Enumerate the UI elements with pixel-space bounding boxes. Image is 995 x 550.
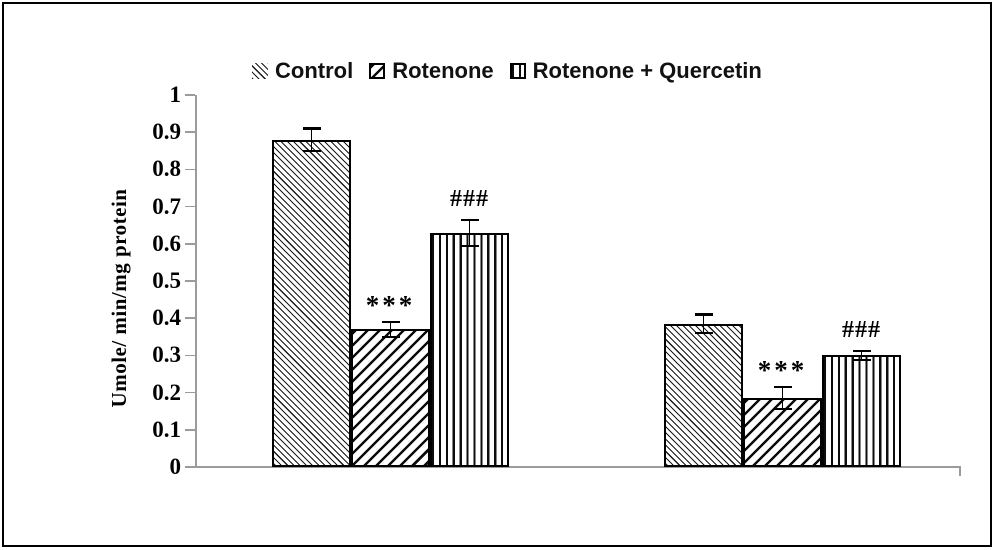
error-bar-line (860, 350, 863, 360)
bar-rotenone-quercetin-group-1 (430, 232, 509, 467)
bar-rotenone-quercetin-group-2 (822, 355, 901, 467)
error-bar-line (389, 321, 392, 337)
significance-star-annotation: *** (757, 355, 808, 386)
significance-hash-annotation: ### (450, 185, 489, 212)
legend-item-control: Control (252, 58, 353, 84)
y-axis-tick (185, 317, 195, 319)
legend: Control Rotenone Rotenone + Quercetin (252, 56, 762, 86)
y-axis-tick-label: 0.4 (152, 305, 181, 331)
error-bar-cap-bottom (694, 331, 713, 335)
y-axis-tick (185, 205, 195, 208)
error-bar-cap-bottom (460, 244, 479, 247)
significance-hash-annotation: ### (842, 316, 881, 343)
legend-item-rotenone: Rotenone (369, 58, 494, 84)
error-bar-line (781, 387, 784, 410)
bar-control-group-2 (664, 323, 743, 467)
rotenone-quercetin-hatch-swatch-icon (509, 63, 526, 79)
y-axis-tick-label: 0.7 (152, 193, 181, 219)
y-axis-tick (185, 429, 195, 431)
y-axis-tick (185, 243, 195, 245)
y-axis-tick (185, 168, 195, 171)
y-axis-line (195, 95, 197, 467)
rotenone-hatch-swatch-icon (369, 63, 386, 79)
y-axis-tick (185, 391, 195, 394)
y-axis-tick (185, 280, 195, 282)
y-axis-tick (185, 131, 195, 133)
bar-control-group-1 (272, 139, 351, 467)
legend-label-control: Control (275, 58, 354, 83)
error-bar-cap-bottom (852, 358, 871, 361)
error-bar-cap-bottom (381, 335, 400, 338)
error-bar-line (310, 128, 313, 151)
error-bar-cap-top (302, 127, 321, 130)
y-axis-tick-label: 0.5 (152, 268, 181, 293)
error-bar-cap-bottom (773, 408, 792, 411)
error-bar-cap-top (460, 218, 479, 221)
y-axis-tick-label: 1 (169, 82, 182, 107)
y-axis-tick (185, 466, 195, 468)
y-axis-tick-label: 0.8 (152, 156, 181, 182)
error-bar-cap-top (852, 349, 871, 353)
error-bar-cap-top (694, 313, 713, 316)
x-axis-end-tick (959, 467, 962, 476)
y-axis-tick (185, 354, 195, 357)
control-hatch-swatch-icon (252, 63, 268, 79)
legend-label-rotenone: Rotenone (392, 58, 494, 83)
significance-star-annotation: *** (365, 289, 416, 320)
error-bar-line (468, 219, 471, 246)
y-axis-tick-label: 0.6 (152, 230, 181, 256)
legend-item-rotenone-quercetin: Rotenone + Quercetin (509, 58, 762, 84)
error-bar-cap-bottom (302, 149, 321, 152)
y-axis-tick-label: 0 (169, 454, 182, 479)
y-axis-tick-label: 0.3 (152, 342, 181, 368)
legend-label-rotenone-quercetin: Rotenone + Quercetin (532, 58, 762, 83)
bar-rotenone-group-1 (351, 329, 430, 467)
y-axis-tick (185, 94, 195, 96)
y-axis-tick-label: 0.1 (152, 416, 181, 442)
error-bar-cap-top (773, 385, 792, 389)
y-axis-tick-label: 0.2 (152, 379, 181, 405)
error-bar-line (702, 314, 705, 334)
error-bar-cap-top (381, 320, 400, 323)
x-axis-line (185, 466, 961, 468)
y-axis-tick-label: 0.9 (152, 119, 181, 145)
